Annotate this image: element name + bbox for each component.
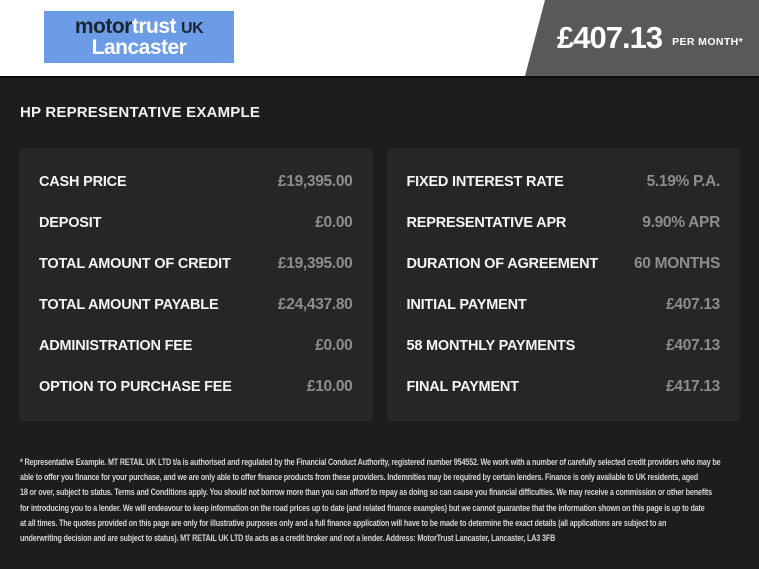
disclaimer-line: able to offer you finance for your purch… — [20, 472, 699, 483]
motortrust-logo: motortrust UK Lancaster — [44, 11, 234, 63]
disclaimer-line: * Representative Example. MT RETAIL UK L… — [20, 457, 721, 467]
title-bar: HP REPRESENTATIVE EXAMPLE — [0, 78, 759, 121]
row-value: £19,395.00 — [277, 255, 353, 273]
row-value: £24,437.80 — [277, 295, 353, 313]
row-label: 58 MONTHLY PAYMENTS — [406, 337, 576, 354]
row-value: £0.00 — [315, 336, 353, 354]
finance-tables: CASH PRICE £19,395.00 DEPOSIT £0.00 TOTA… — [19, 148, 740, 421]
row-label: TOTAL AMOUNT PAYABLE — [39, 296, 219, 313]
row-value: £10.00 — [306, 377, 353, 395]
logo-brand-trust: trust — [131, 14, 177, 38]
row-label: INITIAL PAYMENT — [406, 296, 527, 313]
disclaimer-line: underwriting decision and are subject to… — [20, 533, 556, 544]
table-row: CASH PRICE £19,395.00 — [39, 173, 353, 191]
table-row: OPTION TO PURCHASE FEE £10.00 — [39, 378, 353, 396]
row-label: DURATION OF AGREEMENT — [406, 256, 599, 273]
row-value: £407.13 — [666, 295, 720, 313]
row-value: 60 MONTHS — [633, 255, 720, 273]
row-value: 9.90% APR — [642, 214, 720, 232]
row-value: £19,395.00 — [277, 173, 353, 191]
table-row: FINAL PAYMENT £417.13 — [407, 378, 721, 396]
per-month-label: PER MONTH* — [672, 35, 744, 48]
row-label: DEPOSIT — [39, 215, 102, 232]
disclaimer-line: 18 or over, subject to status. Terms and… — [20, 487, 713, 498]
logo-brand-motor: motor — [74, 14, 133, 38]
table-row: DEPOSIT £0.00 — [39, 214, 353, 232]
disclaimer-line: for introducing you to a lender. We will… — [20, 502, 705, 513]
row-label: ADMINISTRATION FEE — [39, 337, 193, 354]
row-label: OPTION TO PURCHASE FEE — [39, 378, 232, 395]
table-row: INITIAL PAYMENT £407.13 — [407, 296, 721, 314]
disclaimer-line: at all times. The quotes provided on thi… — [20, 517, 667, 528]
finance-table-right: FIXED INTEREST RATE 5.19% P.A. REPRESENT… — [386, 148, 740, 421]
table-row: DURATION OF AGREEMENT 60 MONTHS — [407, 255, 721, 273]
section-title: HP REPRESENTATIVE EXAMPLE — [20, 104, 261, 121]
row-label: TOTAL AMOUNT OF CREDIT — [39, 256, 231, 273]
table-row: ADMINISTRATION FEE £0.00 — [39, 337, 353, 355]
table-row: 58 MONTHLY PAYMENTS £407.13 — [407, 337, 721, 355]
table-row: TOTAL AMOUNT PAYABLE £24,437.80 — [39, 296, 353, 314]
table-row: REPRESENTATIVE APR 9.90% APR — [407, 214, 721, 232]
row-value: £407.13 — [666, 336, 720, 354]
row-label: FIXED INTEREST RATE — [406, 174, 564, 191]
disclaimer-text: * Representative Example. MT RETAIL UK L… — [20, 455, 758, 546]
row-label: REPRESENTATIVE APR — [406, 215, 567, 232]
row-label: FINAL PAYMENT — [406, 378, 520, 395]
finance-table-left: CASH PRICE £19,395.00 DEPOSIT £0.00 TOTA… — [19, 148, 373, 421]
logo-location: Lancaster — [91, 36, 187, 59]
page-header: motortrust UK Lancaster £407.13 PER MONTH… — [0, 0, 759, 78]
row-label: CASH PRICE — [39, 174, 127, 191]
table-row: TOTAL AMOUNT OF CREDIT £19,395.00 — [39, 255, 353, 273]
monthly-price-amount: £407.13 — [557, 20, 663, 55]
logo-brand-line: motortrust UK — [74, 14, 204, 38]
table-row: FIXED INTEREST RATE 5.19% P.A. — [407, 173, 721, 191]
logo-brand-uk: UK — [181, 19, 204, 37]
row-value: £0.00 — [315, 214, 353, 232]
row-value: £417.13 — [666, 377, 720, 395]
monthly-price-flag: £407.13 PER MONTH* — [525, 0, 759, 76]
row-value: 5.19% P.A. — [646, 173, 721, 191]
